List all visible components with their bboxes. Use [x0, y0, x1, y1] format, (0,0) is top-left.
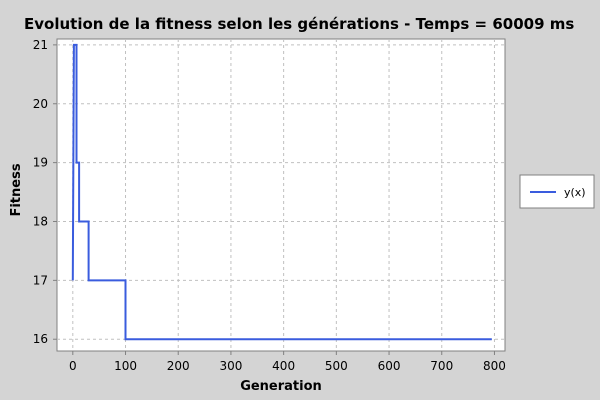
x-tick-label: 200 [167, 359, 190, 373]
legend-label: y(x) [564, 186, 586, 199]
x-tick-label: 800 [483, 359, 506, 373]
y-tick-label: 17 [33, 273, 48, 287]
series [71, 43, 492, 341]
y-tick-label: 20 [33, 97, 48, 111]
legend: y(x) [519, 174, 595, 209]
x-tick-label: 400 [272, 359, 295, 373]
y-tick-label: 19 [33, 156, 48, 170]
x-tick-label: 500 [325, 359, 348, 373]
x-axis-ticks: 0 100 200 300 400 500 600 700 800 [69, 351, 506, 373]
chart-title: Evolution de la fitness selon les généra… [24, 15, 574, 33]
y-axis-label: Fitness [9, 163, 24, 216]
y-tick-label: 18 [33, 214, 48, 228]
series-line [71, 43, 492, 341]
x-tick-label: 600 [378, 359, 401, 373]
x-tick-label: 0 [69, 359, 77, 373]
plot-area [56, 38, 506, 352]
x-tick-label: 100 [114, 359, 137, 373]
y-tick-label: 21 [33, 38, 48, 52]
x-tick-label: 300 [219, 359, 242, 373]
y-tick-label: 16 [33, 332, 48, 346]
y-axis-ticks: 16 17 18 19 20 21 [33, 38, 57, 346]
x-axis-label: Generation [240, 379, 322, 394]
x-tick-label: 700 [430, 359, 453, 373]
